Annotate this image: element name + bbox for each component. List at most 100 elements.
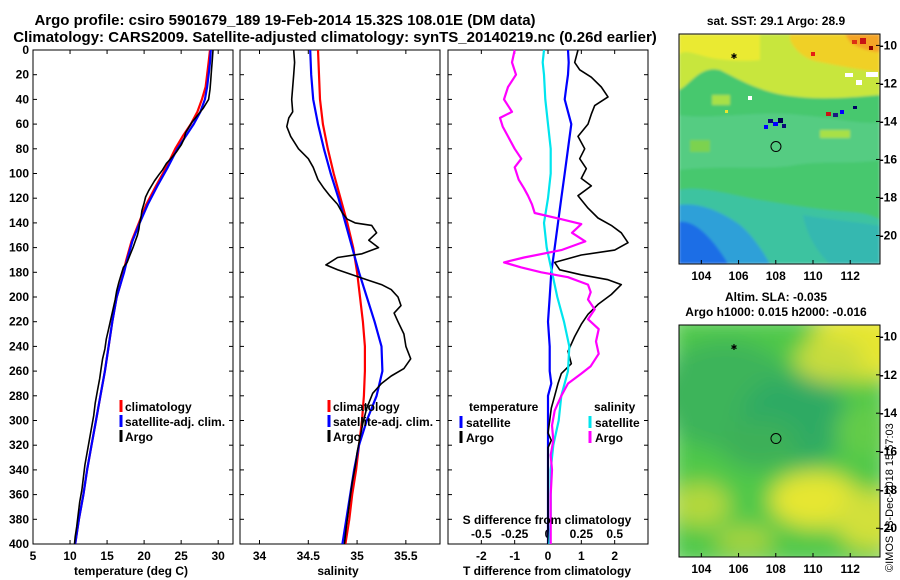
coast-star-icon: ✱: [731, 52, 738, 61]
salinity-panel: 34 34.5 35 35.5 climatology satellite-adj. …: [239, 49, 441, 578]
salinity-series: [240, 49, 440, 545]
title-line-2: Climatology: CARS2009. Satellite-adjuste…: [13, 29, 657, 46]
legend-title-temperature: temperature: [469, 400, 539, 414]
lat-tick-label: -18: [880, 483, 898, 497]
lat-tick-label: -20: [880, 228, 898, 242]
temperature-panel: 0 20 40 60 80 100 120 140 160 180 200 220 240 260 280 3…: [9, 43, 234, 578]
lon-tick-label: 106: [729, 269, 749, 283]
sst-map-frame: [678, 33, 881, 265]
x-tick-label: 25: [174, 549, 188, 563]
legend-label-s-argo: Argo: [595, 431, 623, 445]
legend-label-satellite: satellite-adj. clim.: [125, 415, 225, 429]
t-difference-tick-labels: -2 -1 0 1 2: [476, 50, 618, 563]
depth-tick-label: 340: [9, 463, 29, 477]
s-diff-tick-label: -0.25: [501, 527, 529, 541]
depth-tick-label: 0: [22, 43, 29, 57]
depth-tick-label: 280: [9, 389, 29, 403]
sst-map-panel: sat. SST: 29.1 Argo: 28.9: [678, 14, 897, 283]
x-tick-label: 10: [63, 549, 77, 563]
sla-map-title-line-2: Argo h1000: 0.015 h2000: -0.016: [685, 305, 867, 319]
depth-tick-label: 220: [9, 315, 29, 329]
sst-map-field: [679, 34, 880, 264]
legend-label-climatology: climatology: [125, 400, 192, 414]
depth-tick-label: 360: [9, 488, 29, 502]
salinity-xlabel: salinity: [317, 564, 359, 578]
lon-tick-label: 108: [766, 269, 786, 283]
argo-location-marker: [770, 141, 782, 153]
series-line-climatology: [316, 49, 366, 545]
lon-tick-label: 104: [691, 269, 711, 283]
series-line-argo: [73, 49, 214, 545]
lat-tick-label: -10: [880, 38, 898, 52]
lat-tick-label: -10: [880, 330, 898, 344]
x-tick-label: 2: [611, 549, 618, 563]
sla-map-frame: [678, 324, 881, 558]
lon-tick-label: 104: [691, 562, 711, 576]
lon-tick-label: 110: [803, 562, 823, 576]
difference-legend: temperature salinity satellite Argo sate…: [459, 400, 640, 445]
title-line-1: Argo profile: csiro 5901679_189 19-Feb-2…: [34, 12, 535, 29]
temperature-axes-frame: [32, 49, 234, 545]
x-tick-label: 15: [100, 549, 114, 563]
temperature-tick-labels: 5 10 15 20 25 30: [30, 50, 226, 563]
lat-tick-label: -14: [880, 406, 898, 420]
sst-map-title: sat. SST: 29.1 Argo: 28.9: [707, 14, 846, 28]
x-tick-label: 0: [545, 549, 552, 563]
temperature-series: [33, 49, 233, 545]
x-tick-label: 35: [350, 549, 364, 563]
lon-tick-label: 112: [841, 562, 861, 576]
sla-map-ticks: 104 106 108 110 112 -10 -12 -14 -16 -18 -20: [691, 330, 897, 576]
depth-tick-labels: 0 20 40 60 80 100 120 140 160 180 200 220 240 260 280 3…: [9, 43, 29, 551]
depth-tick-label: 400: [9, 537, 29, 551]
difference-panel: -2 -1 0 1 2 -0.5 -0.25 0 0.25 0.5 temperature sa…: [447, 49, 649, 578]
copyright-footer: ©IMOS 13-Dec-2018 15:57:03: [884, 423, 896, 572]
lat-tick-label: -12: [880, 368, 898, 382]
s-difference-xlabel: S difference from climatology: [463, 513, 632, 527]
coast-star-icon: ✱: [731, 343, 738, 352]
argo-location-marker: [770, 433, 782, 445]
t-difference-xlabel: T difference from climatology: [463, 564, 631, 578]
lat-tick-label: -16: [880, 445, 898, 459]
lon-tick-label: 110: [803, 269, 823, 283]
depth-tick-label: 100: [9, 167, 29, 181]
legend-label-t-argo: Argo: [466, 431, 494, 445]
sla-map-panel: Altim. SLA: -0.035 Argo h1000: 0.015 h20…: [678, 290, 897, 576]
x-tick-label: -2: [476, 549, 487, 563]
depth-tick-label: 320: [9, 438, 29, 452]
depth-tick-label: 120: [9, 191, 29, 205]
legend-label-argo: Argo: [333, 430, 361, 444]
salinity-legend: climatology satellite-adj. clim. Argo: [327, 400, 433, 444]
lon-tick-label: 108: [766, 562, 786, 576]
sst-map-ticks: 104 106 108 110 112 -10 -12 -14 -16 -18 -20: [691, 38, 897, 283]
salinity-axes-frame: [239, 49, 441, 545]
s-diff-tick-label: 0.5: [606, 527, 623, 541]
temperature-xlabel: temperature (deg C): [74, 564, 188, 578]
legend-title-salinity: salinity: [594, 400, 636, 414]
legend-label-s-satellite: satellite: [595, 416, 640, 430]
series-line-argo: [285, 49, 412, 545]
legend-label-climatology: climatology: [333, 400, 400, 414]
x-tick-label: 30: [212, 549, 226, 563]
depth-tick-label: 240: [9, 339, 29, 353]
lat-tick-label: -12: [880, 76, 898, 90]
depth-tick-label: 180: [9, 265, 29, 279]
lon-tick-label: 112: [841, 269, 861, 283]
temperature-legend: climatology satellite-adj. clim. Argo: [119, 400, 225, 444]
x-tick-label: 35.5: [394, 549, 418, 563]
x-tick-label: -1: [509, 549, 520, 563]
depth-tick-label: 260: [9, 364, 29, 378]
legend-label-t-satellite: satellite: [466, 416, 511, 430]
lat-tick-label: -16: [880, 152, 898, 166]
legend-label-satellite: satellite-adj. clim.: [333, 415, 433, 429]
depth-tick-label: 380: [9, 512, 29, 526]
lat-tick-label: -18: [880, 190, 898, 204]
s-diff-tick-label: 0.25: [570, 527, 594, 541]
series-line-t-argo: [547, 49, 629, 544]
lon-tick-label: 106: [729, 562, 749, 576]
depth-tick-label: 300: [9, 414, 29, 428]
difference-series: [448, 49, 648, 545]
x-tick-label: 34.5: [297, 549, 321, 563]
x-tick-label: 34: [253, 549, 267, 563]
depth-tick-label: 160: [9, 241, 29, 255]
